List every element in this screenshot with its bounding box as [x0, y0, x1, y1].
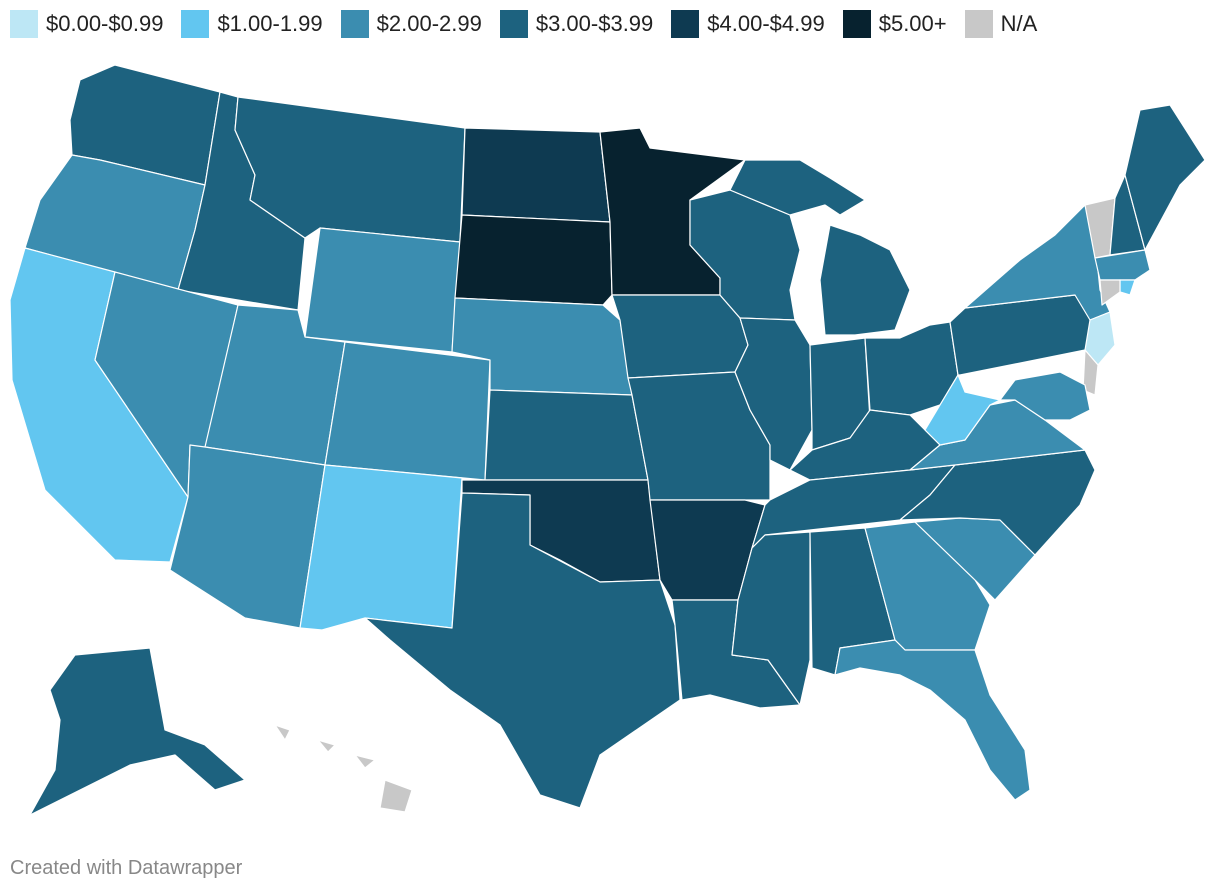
legend-swatch	[964, 10, 993, 38]
state-MD[interactable]	[999, 371, 1091, 421]
state-NJ[interactable]	[1084, 311, 1116, 366]
legend-swatch	[842, 10, 871, 38]
state-NM[interactable]	[299, 464, 463, 631]
state-MI[interactable]	[729, 159, 911, 336]
legend-label: $2.00-2.99	[376, 11, 482, 36]
credit-text: Created with Datawrapper	[10, 857, 243, 879]
legend-swatch	[671, 10, 700, 38]
state-CT[interactable]	[1099, 279, 1121, 306]
state-MA[interactable]	[1094, 249, 1151, 281]
state-IL[interactable]	[734, 317, 813, 471]
state-ND[interactable]	[461, 127, 611, 223]
state-RI[interactable]	[1119, 279, 1136, 296]
legend-swatch	[499, 10, 528, 38]
legend-item: N/A	[964, 10, 1038, 38]
legend-label: $4.00-$4.99	[707, 11, 825, 36]
legend-label: $1.00-1.99	[217, 11, 323, 36]
legend-item: $1.00-1.99	[181, 10, 323, 38]
state-HI[interactable]	[274, 724, 413, 813]
us-choropleth-map	[9, 64, 1206, 816]
state-MS[interactable]	[731, 531, 811, 706]
legend-item: $0.00-$0.99	[10, 10, 163, 38]
state-KS[interactable]	[484, 389, 649, 481]
legend-swatch	[340, 10, 369, 38]
state-SD[interactable]	[454, 214, 613, 306]
legend-item: $2.00-2.99	[340, 10, 482, 38]
state-AK[interactable]	[29, 647, 246, 816]
state-AZ[interactable]	[169, 444, 326, 629]
legend: $0.00-$0.99 $1.00-1.99 $2.00-2.99 $3.00-…	[10, 10, 1037, 38]
legend-item: $3.00-$3.99	[499, 10, 654, 38]
legend-label: N/A	[1000, 11, 1038, 36]
legend-item: $5.00+	[842, 10, 947, 38]
legend-item: $4.00-$4.99	[671, 10, 825, 38]
state-WY[interactable]	[304, 227, 461, 353]
state-DE[interactable]	[1082, 349, 1099, 396]
legend-label: $0.00-$0.99	[46, 11, 164, 36]
state-FL[interactable]	[834, 639, 1031, 801]
legend-swatch	[10, 10, 38, 38]
legend-label: $5.00+	[878, 11, 947, 36]
legend-swatch	[181, 10, 210, 38]
legend-label: $3.00-$3.99	[535, 11, 654, 36]
state-IA[interactable]	[611, 294, 749, 379]
state-CO[interactable]	[324, 341, 491, 481]
state-TX[interactable]	[364, 492, 681, 809]
